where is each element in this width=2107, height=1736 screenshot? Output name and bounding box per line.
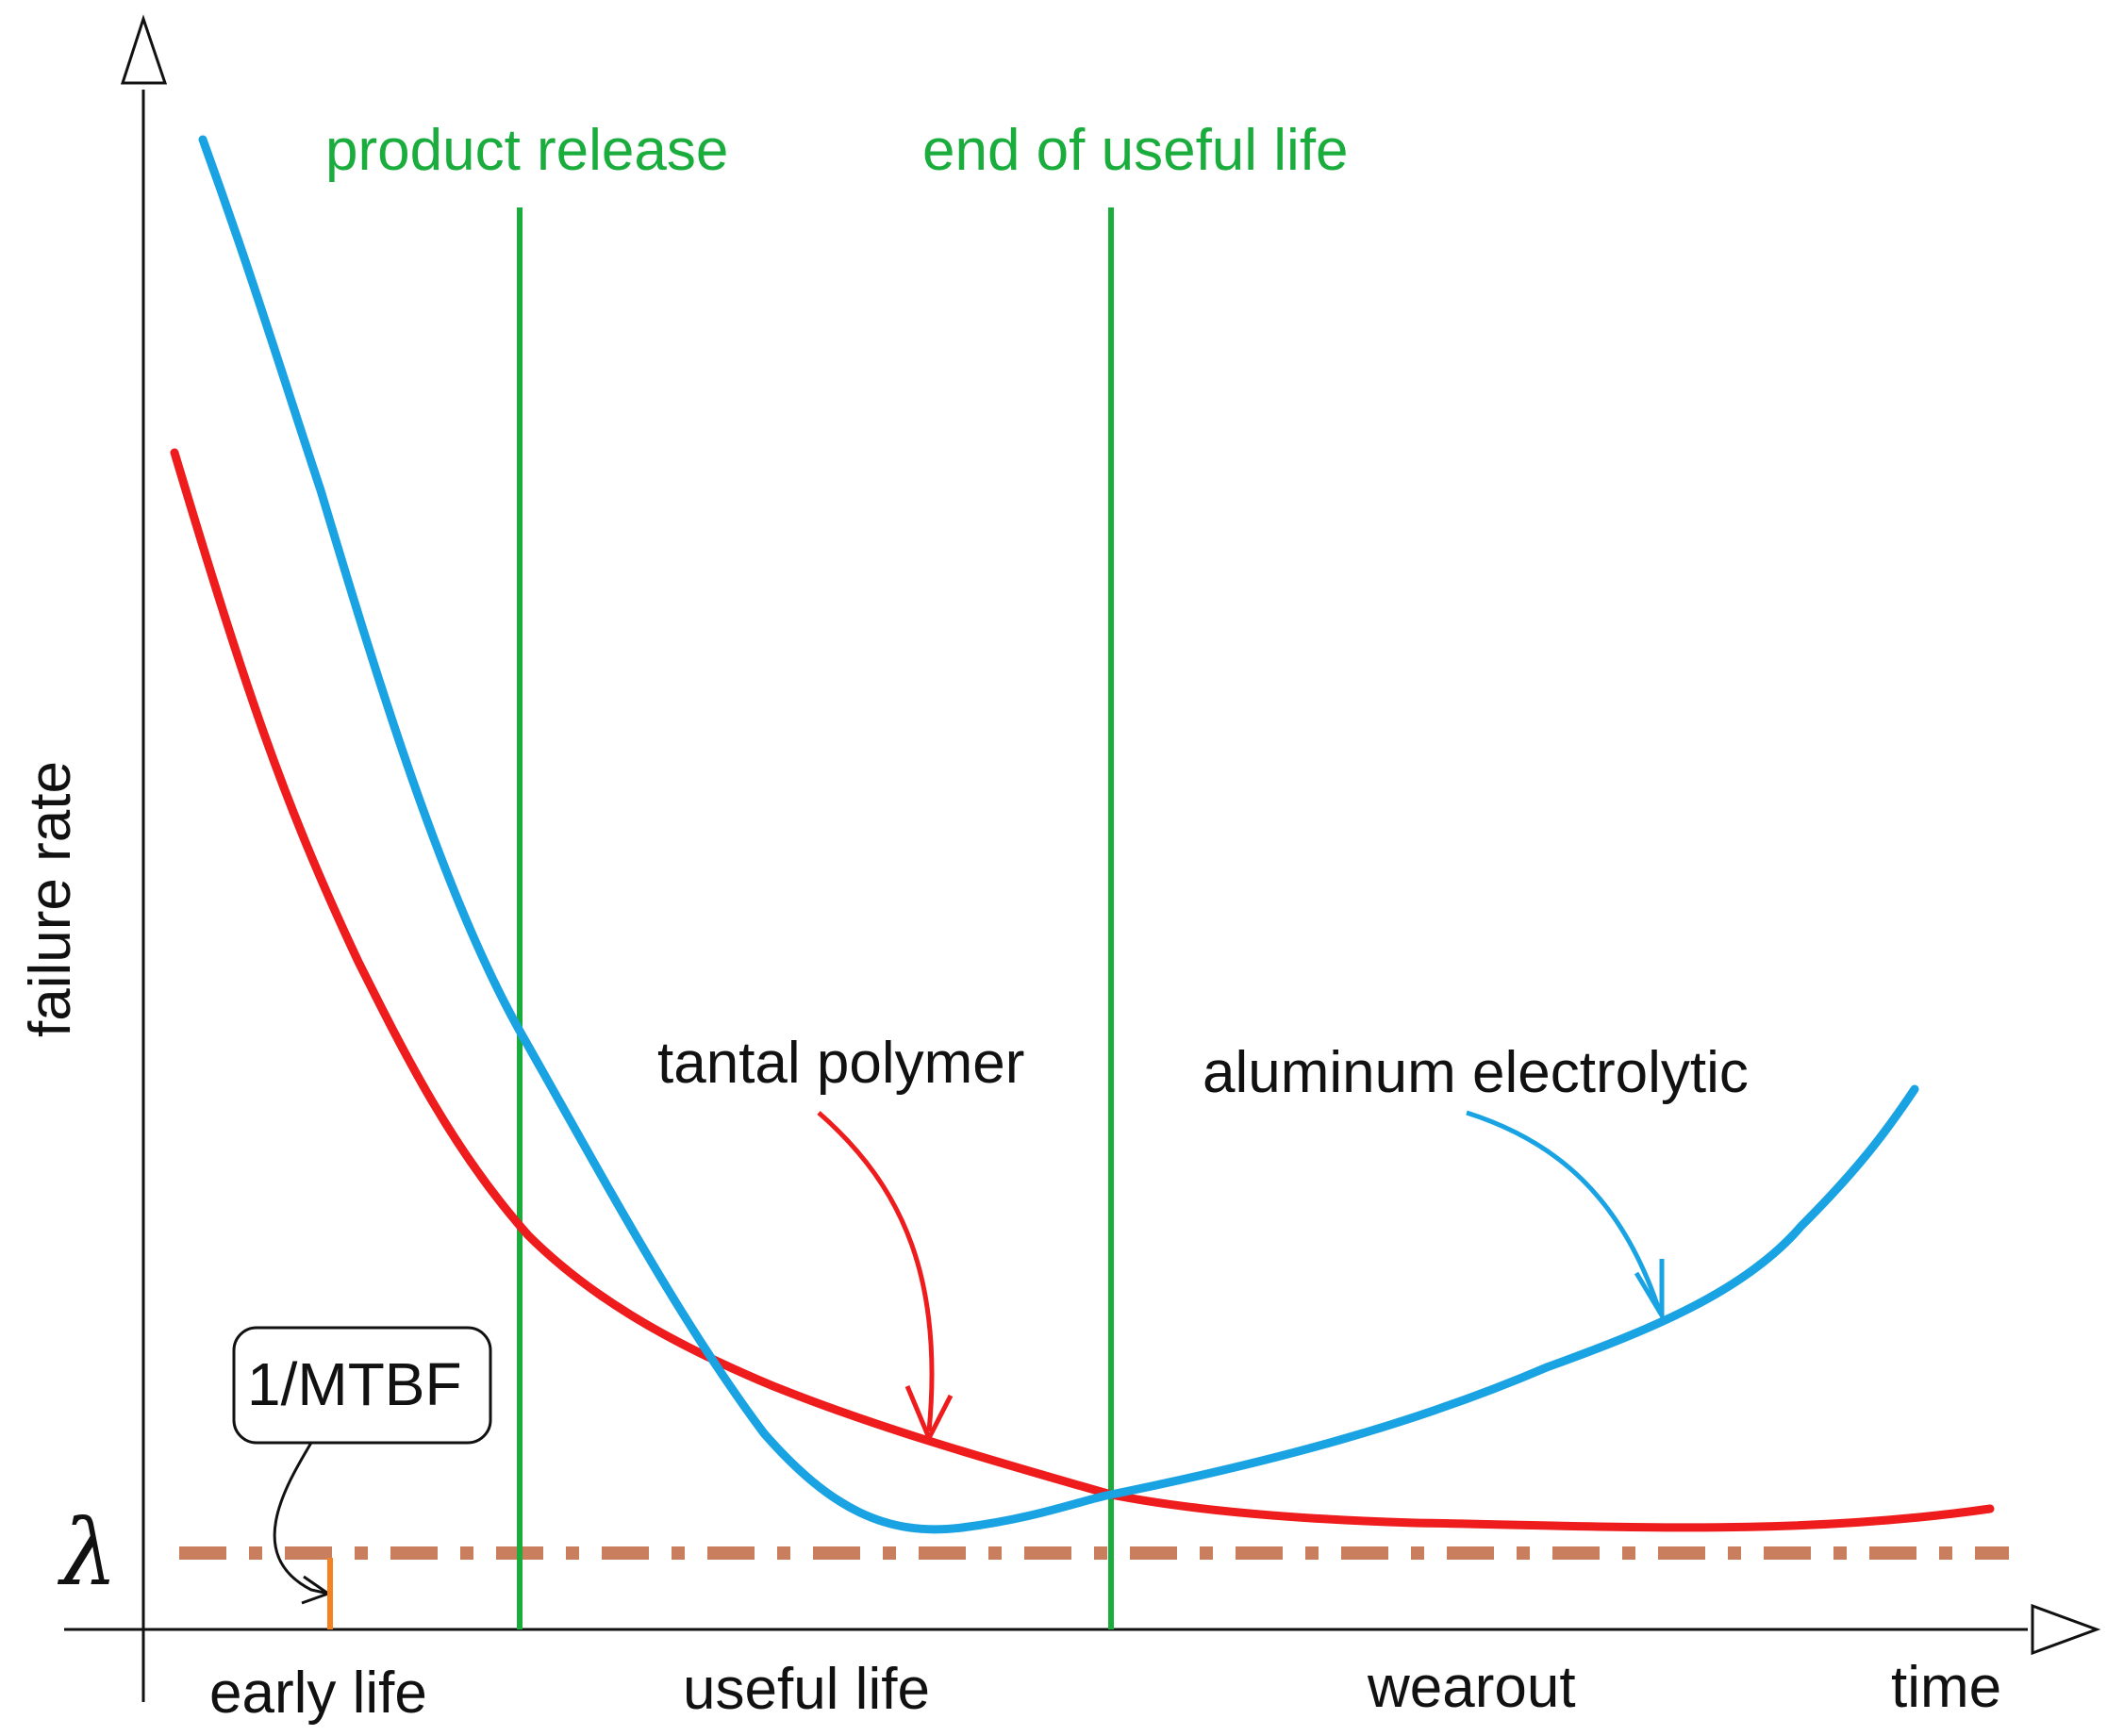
aluminum-electrolytic-curve — [198, 135, 1919, 1534]
aluminum-electrolytic-label: aluminum electrolytic — [1203, 1040, 1749, 1105]
mtbf-label: 1/MTBF — [247, 1350, 462, 1418]
tantal-polymer-arrowhead-icon — [904, 1385, 954, 1444]
early-life-label: early life — [209, 1661, 427, 1726]
y-axis-arrow-icon — [120, 14, 168, 85]
x-axis-arrow-icon — [2031, 1603, 2101, 1656]
tantal-polymer-label: tantal polymer — [657, 1031, 1024, 1096]
end-of-useful-life-label: end of useful life — [922, 118, 1349, 183]
lambda-label: λ — [57, 1500, 118, 1606]
useful-life-label: useful life — [683, 1657, 930, 1722]
time-label: time — [1891, 1655, 2001, 1720]
tantal-polymer-pointer — [817, 1111, 935, 1432]
aluminum-electrolytic-arrowhead-icon — [1634, 1259, 1665, 1325]
mtbf-callout-pointer — [273, 1442, 329, 1595]
tantal-polymer-curve — [170, 448, 1995, 1532]
wearout-label: wearout — [1367, 1655, 1576, 1720]
product-release-label: product release — [325, 118, 728, 183]
failure-rate-label: failure rate — [18, 761, 83, 1037]
aluminum-electrolytic-pointer — [1466, 1110, 1663, 1314]
mtbf-callout-box — [232, 1326, 492, 1445]
